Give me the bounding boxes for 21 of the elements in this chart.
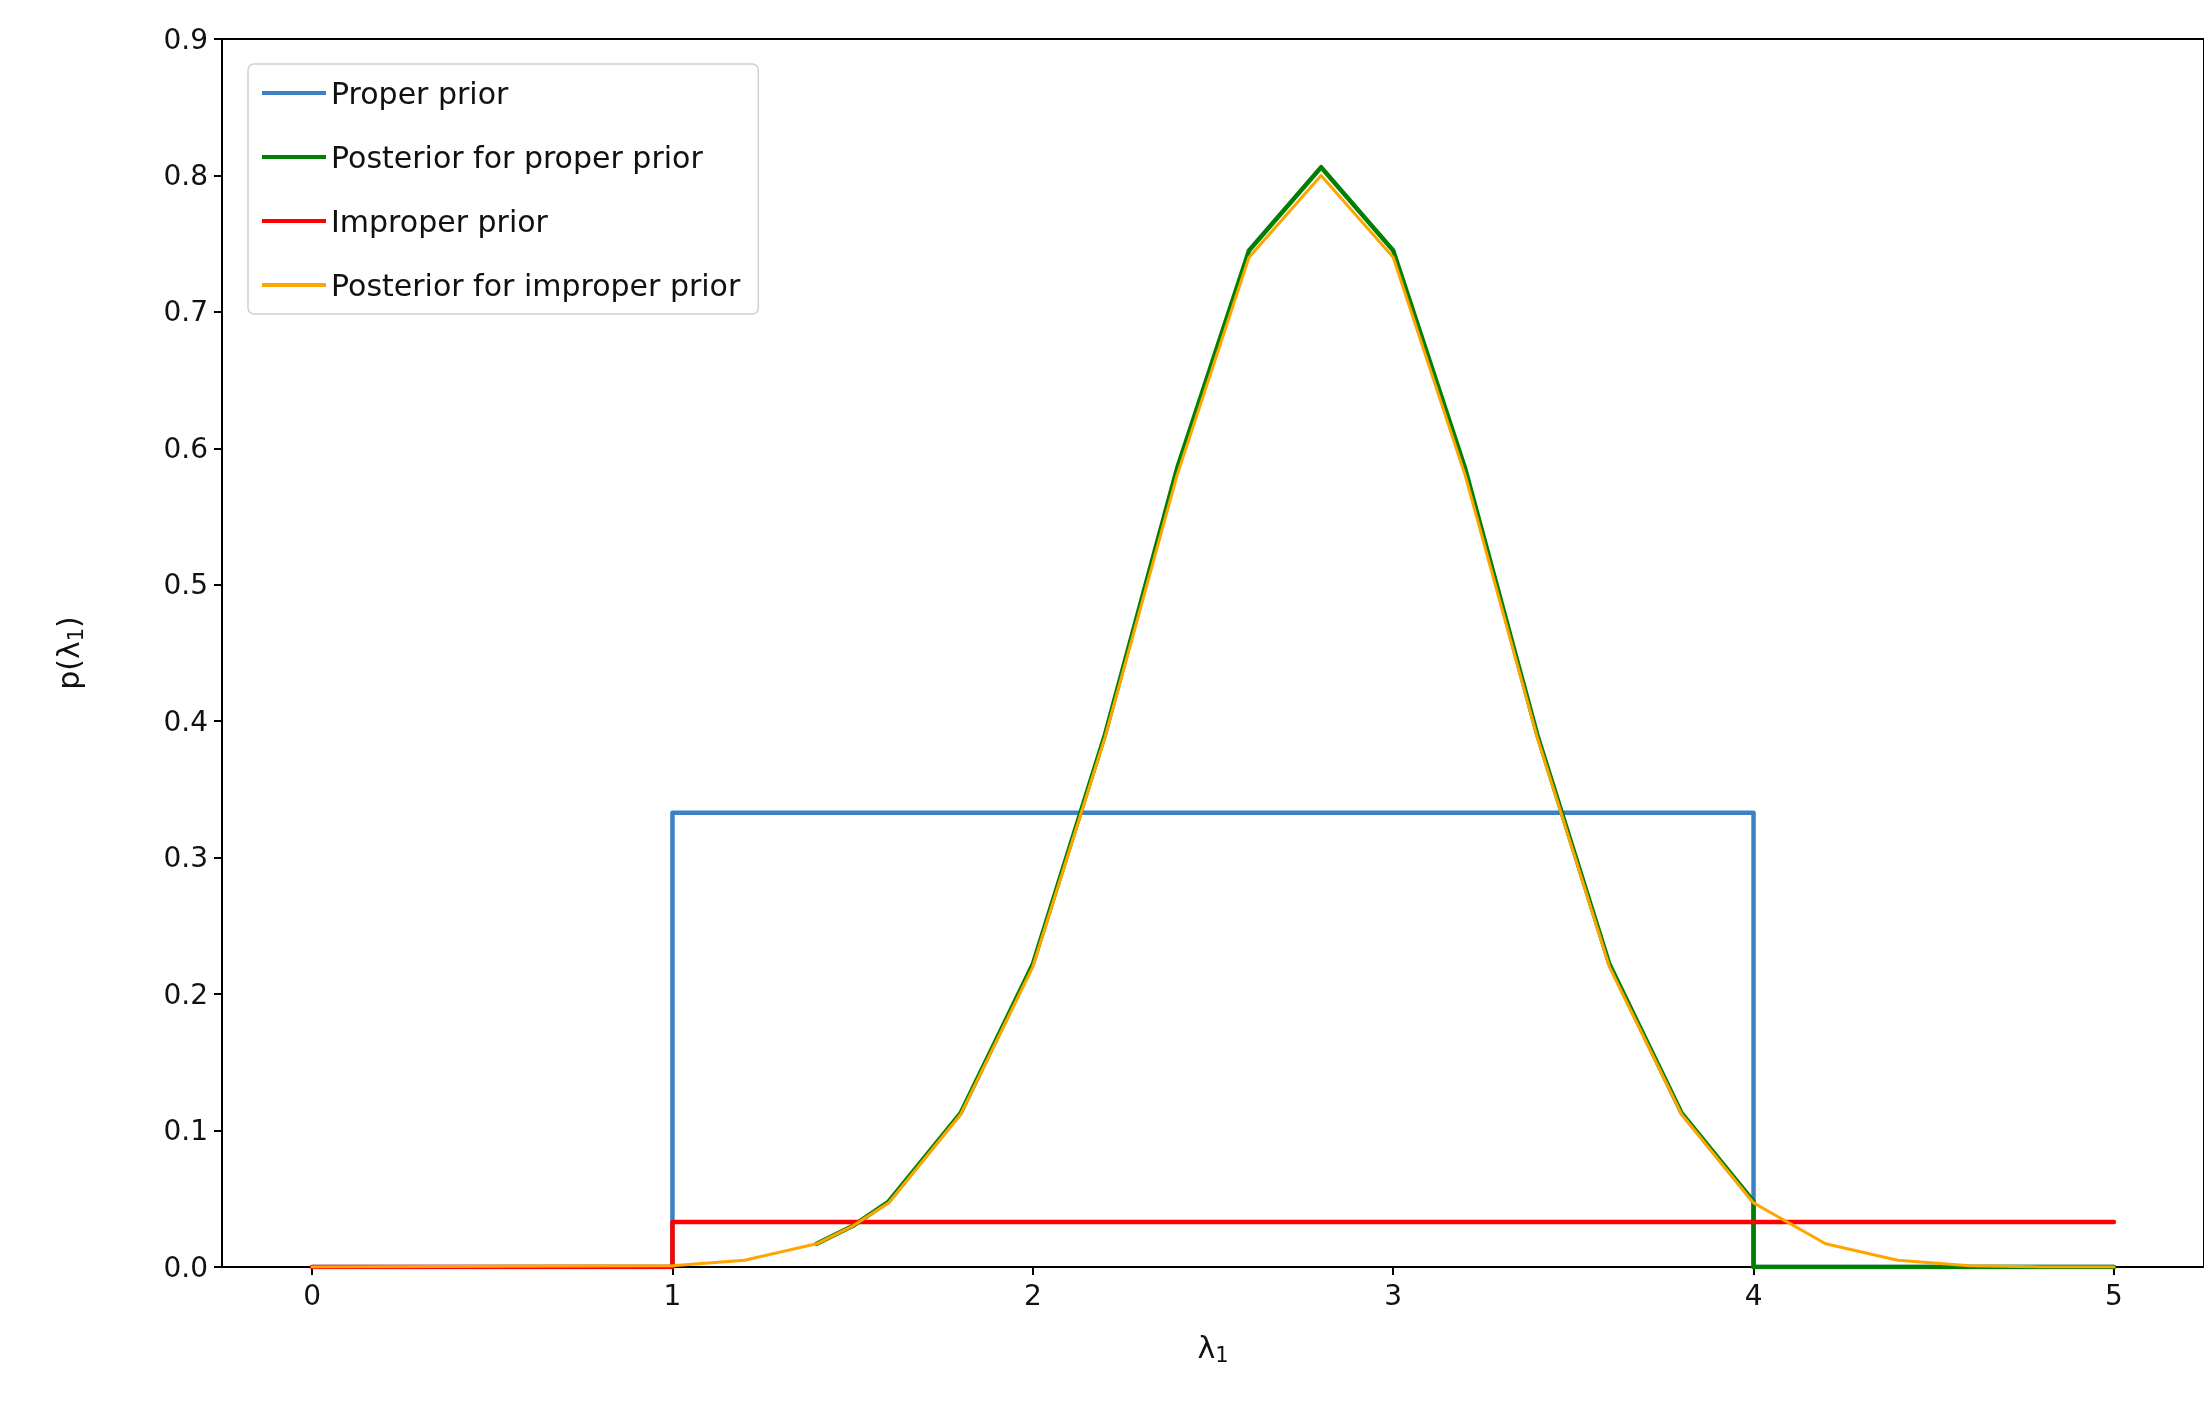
y-tick-label: 0.9 (163, 22, 208, 56)
x-tick-label: 2 (1023, 1278, 1042, 1312)
legend-label: Posterior for improper prior (331, 267, 741, 303)
y-tick-label: 0.5 (163, 568, 208, 602)
x-tick-label: 3 (1384, 1278, 1403, 1312)
x-tick-label: 1 (663, 1278, 682, 1312)
legend-label: Posterior for proper prior (331, 139, 704, 175)
y-tick-label: 0.6 (163, 431, 208, 465)
y-tick-label: 0.2 (163, 977, 208, 1011)
y-tick-label: 0.7 (163, 295, 208, 329)
y-tick-label: 0.0 (163, 1250, 208, 1284)
x-tick-label: 4 (1744, 1278, 1763, 1312)
legend-label: Proper prior (331, 75, 510, 111)
x-tick-label: 0 (303, 1278, 321, 1312)
y-tick-label: 0.4 (163, 704, 208, 738)
y-tick-label: 0.1 (163, 1114, 208, 1148)
y-tick-label: 0.3 (163, 841, 208, 875)
y-tick-label: 0.8 (163, 158, 208, 192)
x-tick-label: 5 (2105, 1278, 2123, 1312)
y-axis-title: p(λ1) (50, 616, 88, 690)
legend-label: Improper prior (331, 203, 549, 239)
